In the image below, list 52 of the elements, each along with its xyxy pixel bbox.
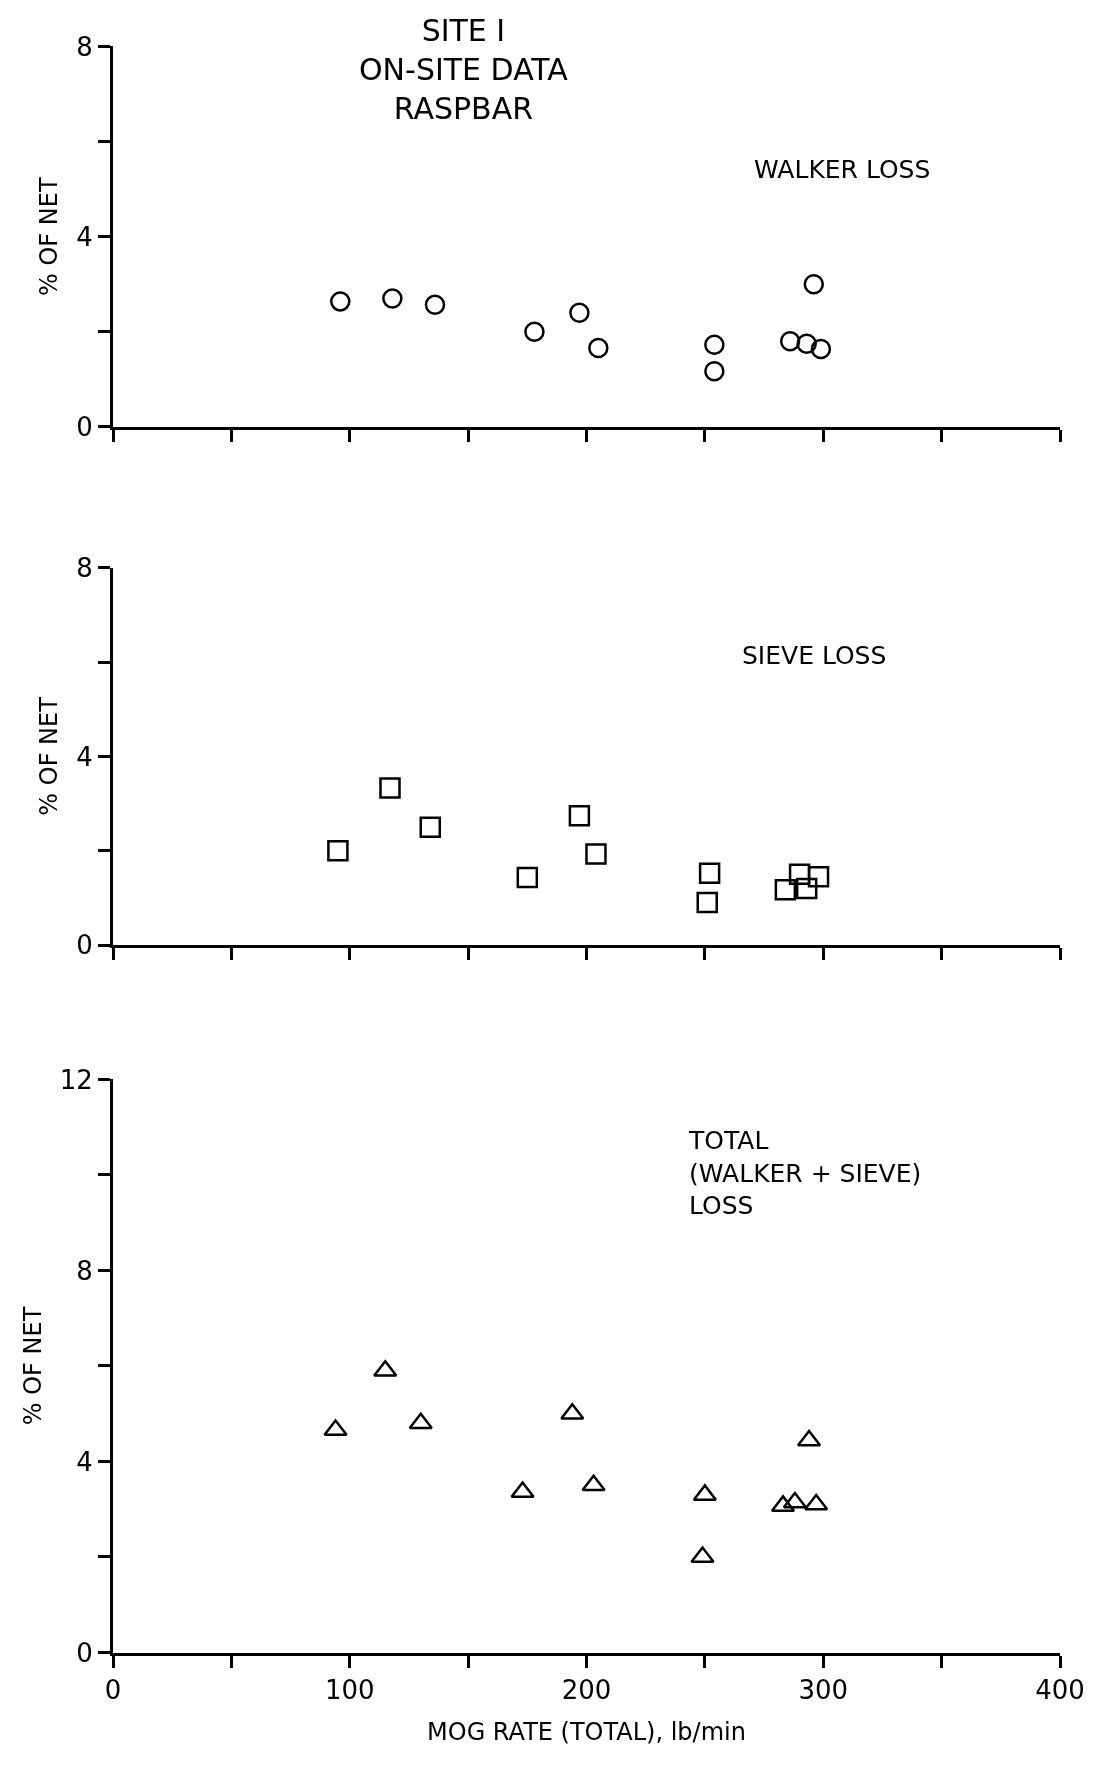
y-axis-title: % OF NET bbox=[35, 177, 64, 296]
point bbox=[568, 805, 591, 827]
text: TOTAL (WALKER + SIEVE) LOSS bbox=[688, 1126, 922, 1220]
point bbox=[788, 863, 811, 886]
point bbox=[569, 302, 590, 324]
point bbox=[810, 338, 832, 360]
point bbox=[581, 1474, 606, 1492]
point bbox=[779, 331, 801, 352]
point bbox=[696, 891, 718, 914]
point bbox=[560, 1402, 585, 1420]
point bbox=[704, 334, 725, 355]
point bbox=[382, 288, 403, 309]
point bbox=[585, 843, 607, 865]
x-tick-label: 200 bbox=[561, 1674, 612, 1705]
y-tick-label: 4 bbox=[76, 221, 93, 252]
y-tick-label: 8 bbox=[76, 552, 93, 583]
y-tick-label: 8 bbox=[76, 1255, 93, 1286]
point bbox=[327, 839, 349, 862]
y-axis-title: % OF NET bbox=[18, 1306, 47, 1426]
point bbox=[774, 879, 797, 901]
x-axis-title: MOG RATE (TOTAL), lb/min bbox=[427, 1718, 746, 1747]
point bbox=[379, 777, 401, 799]
point bbox=[373, 1359, 398, 1377]
point bbox=[698, 862, 721, 885]
y-tick-label: 0 bbox=[76, 1637, 93, 1668]
point bbox=[510, 1481, 535, 1499]
point bbox=[588, 337, 609, 359]
x-tick-label: 0 bbox=[104, 1674, 122, 1705]
y-tick-label: 4 bbox=[76, 741, 93, 772]
x-tick-label: 100 bbox=[324, 1674, 375, 1705]
text: WALKER LOSS bbox=[754, 155, 931, 184]
point bbox=[419, 816, 441, 838]
y-tick-label: 8 bbox=[76, 31, 93, 62]
chart-title: SITE I ON-SITE DATA RASPBAR bbox=[359, 13, 569, 126]
y-axis-title: % OF NET bbox=[35, 696, 64, 816]
y-tick-label: 0 bbox=[76, 412, 93, 443]
point bbox=[408, 1412, 433, 1430]
point bbox=[803, 274, 825, 295]
point bbox=[516, 866, 539, 889]
point bbox=[424, 294, 446, 315]
point bbox=[807, 865, 830, 888]
x-tick-label: 400 bbox=[1035, 1674, 1085, 1705]
y-tick-label: 0 bbox=[76, 930, 93, 961]
point bbox=[524, 321, 545, 343]
point bbox=[796, 333, 817, 354]
point bbox=[795, 877, 818, 900]
point bbox=[330, 291, 351, 312]
x-tick-label: 300 bbox=[798, 1674, 849, 1705]
text: SIEVE LOSS bbox=[742, 641, 887, 670]
y-tick-label: 12 bbox=[59, 1064, 93, 1095]
y-tick-label: 4 bbox=[76, 1446, 93, 1477]
point bbox=[704, 361, 725, 382]
